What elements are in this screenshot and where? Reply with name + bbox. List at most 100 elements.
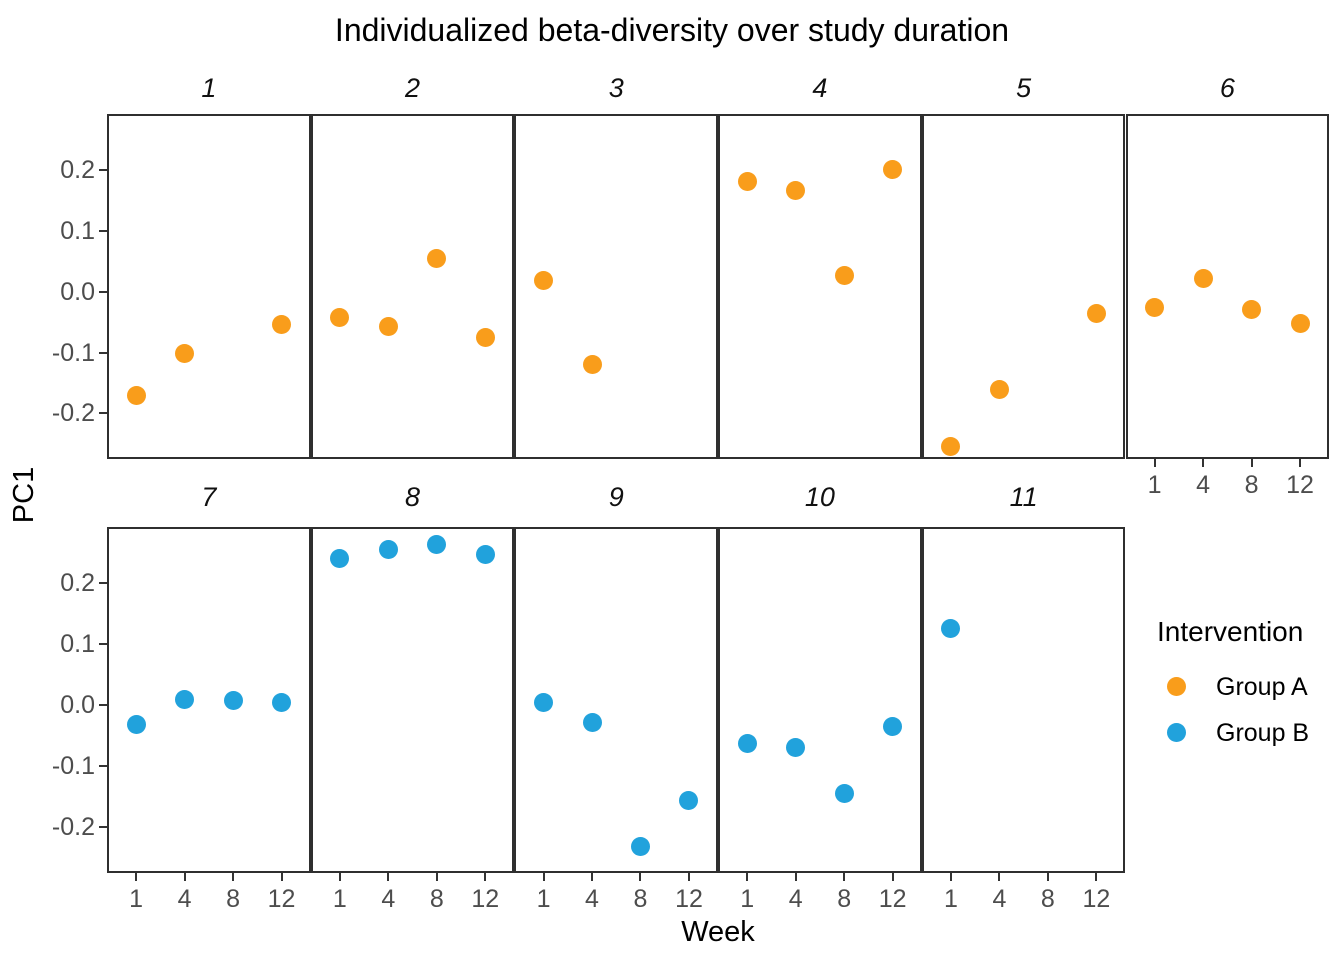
data-point [475,544,495,564]
facet-panel-1 [107,114,311,459]
x-tick-mark [843,873,846,881]
x-tick-mark [1250,459,1253,467]
x-tick-label: 12 [267,885,296,913]
y-tick-label: -0.1 [51,752,95,781]
x-tick-mark [435,873,438,881]
x-tick-label: 8 [226,885,241,913]
facet-strip-label-11: 11 [1009,482,1038,512]
x-tick-mark [280,873,283,881]
x-tick-label: 8 [1040,885,1055,913]
facet-strip-label-8: 8 [405,482,421,512]
data-point [534,693,554,713]
facet-strip-label-7: 7 [201,482,217,512]
x-tick-label: 8 [1244,471,1259,499]
x-tick-mark [232,873,235,881]
data-point [175,690,195,710]
y-tick-mark [99,765,107,768]
data-point [378,316,398,336]
x-tick-label: 4 [788,885,803,913]
facet-strip-label-2: 2 [405,73,421,103]
data-point [630,836,650,856]
x-tick-mark [542,873,545,881]
data-point [989,379,1009,399]
x-tick-label: 4 [177,885,192,913]
x-tick-mark [591,873,593,881]
y-tick-label: -0.2 [51,399,95,428]
facet-strip-label-9: 9 [608,482,624,512]
data-point [737,172,757,192]
x-axis-title: Week [681,916,755,948]
y-tick-label: -0.1 [51,338,95,367]
x-tick-mark [135,873,138,881]
y-tick-mark [99,229,107,232]
x-tick-mark [746,873,749,881]
x-tick-mark [949,873,952,881]
data-point [941,437,961,457]
data-point [534,270,554,290]
x-tick-mark [484,873,487,881]
data-point [1290,314,1310,334]
x-tick-label: 1 [740,885,755,913]
facet-strip-label-5: 5 [1016,73,1032,103]
legend-title: Intervention [1157,616,1304,647]
x-tick-label: 8 [429,885,444,913]
facet-panel-5 [921,114,1126,459]
y-tick-mark [99,412,107,415]
data-point [834,784,854,804]
x-tick-mark [687,873,690,881]
facet-strip-label-1: 1 [201,73,217,103]
x-tick-label: 8 [837,885,852,913]
facet-panel-6 [1125,114,1330,459]
data-point [941,618,961,638]
x-tick-label: 1 [943,885,958,913]
data-point [883,717,903,737]
x-tick-label: 1 [332,885,347,913]
data-point [1086,304,1106,324]
x-tick-label: 1 [1147,471,1162,499]
y-tick-mark [99,290,107,293]
x-tick-label: 12 [471,885,500,913]
x-tick-label: 1 [129,885,144,913]
x-tick-mark [1095,873,1098,881]
x-tick-mark [1153,459,1156,467]
y-tick-label: 0.1 [60,630,95,659]
data-point [427,534,447,554]
y-tick-label: 0.0 [60,277,95,306]
x-tick-mark [1046,873,1049,881]
x-tick-label: 12 [675,885,703,913]
x-tick-label: 12 [1286,471,1314,499]
legend-label-group-b: Group B [1216,719,1310,747]
facet-strip-label-6: 6 [1219,73,1235,103]
facet-panel-8 [310,527,515,873]
y-tick-label: 0.0 [60,691,95,720]
data-point [223,690,243,710]
y-tick-label: -0.2 [51,813,95,842]
data-point [330,548,350,568]
data-point [126,385,146,405]
data-point [475,327,495,347]
data-point [883,159,903,179]
data-point [126,714,146,734]
x-tick-mark [183,873,186,881]
data-point [175,344,195,364]
y-tick-label: 0.2 [60,569,95,598]
facet-strip-label-10: 10 [804,482,835,512]
facet-panel-10 [718,527,922,873]
data-point [582,355,602,375]
y-tick-mark [99,704,107,707]
data-point [786,737,806,757]
data-point [427,249,447,269]
data-point [679,791,699,811]
x-tick-mark [998,873,1001,881]
y-tick-mark [99,582,107,585]
data-point [272,315,292,335]
y-axis-title: PC1 [8,466,40,524]
x-tick-mark [1299,459,1302,467]
x-tick-mark [387,873,390,881]
facet-panel-2 [310,114,515,459]
x-tick-label: 12 [1082,885,1111,913]
x-tick-label: 12 [878,885,907,913]
y-tick-mark [99,168,107,171]
y-tick-mark [99,643,107,646]
